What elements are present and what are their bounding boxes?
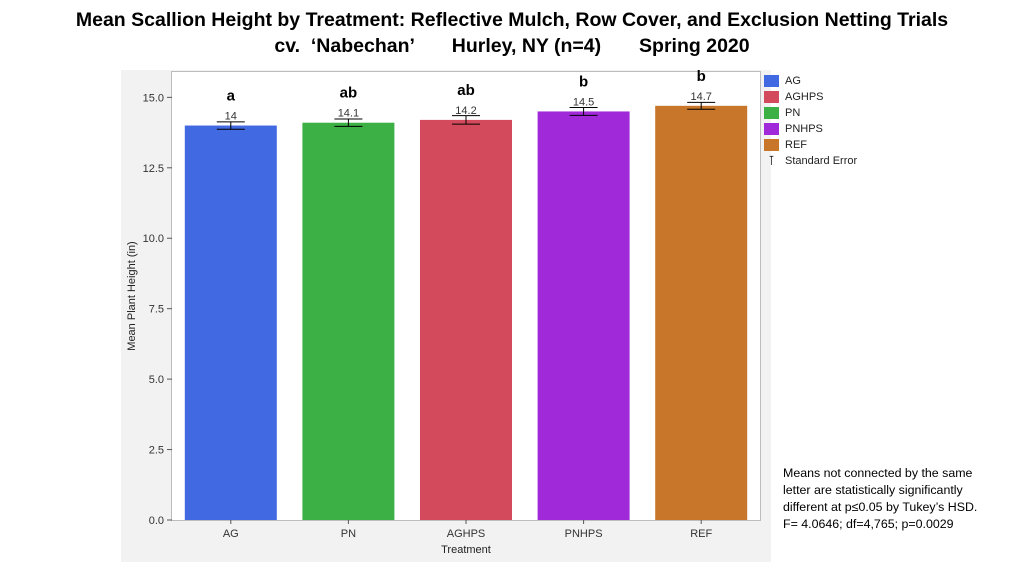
- legend-swatch-pnhps: [764, 123, 779, 135]
- y-axis-label: Mean Plant Height (in): [126, 241, 138, 350]
- x-tick-label: PN: [341, 528, 356, 540]
- x-tick-label: AG: [223, 528, 239, 540]
- significance-letter: a: [227, 88, 236, 105]
- significance-letter: b: [697, 68, 706, 85]
- legend-item-standard-error: ⊺ Standard Error: [764, 153, 857, 169]
- legend-label: AG: [785, 75, 801, 87]
- note-line: different at p≤0.05 by Tukey’s HSD.: [783, 500, 978, 514]
- chart-subtitle: cv. ‘Nabechan’ Hurley, NY (n=4) Spring 2…: [274, 35, 750, 57]
- note-line: F= 4.0646; df=4,765; p=0.0029: [783, 517, 954, 531]
- error-bar-icon: ⊺: [768, 153, 775, 168]
- legend-label: PN: [785, 107, 801, 119]
- x-axis-label: Treatment: [441, 544, 491, 556]
- bar-ag: [184, 125, 277, 520]
- bar-ref: [655, 105, 748, 521]
- y-tick-label: 15.0: [143, 92, 164, 104]
- legend-item: REF: [764, 137, 857, 153]
- x-tick-label: PNHPS: [565, 528, 603, 540]
- value-label: 14.1: [338, 108, 359, 120]
- bar-pnhps: [537, 111, 630, 521]
- legend-item: PN: [764, 105, 857, 121]
- legend-label: REF: [785, 139, 807, 151]
- significance-letter: ab: [340, 85, 358, 102]
- note-line: letter are statistically significantly: [783, 483, 963, 497]
- legend: AG AGHPS PN PNHPS REF ⊺ Standard Error: [764, 73, 857, 169]
- bar-pn: [302, 122, 395, 520]
- y-tick-label: 0.0: [149, 515, 164, 527]
- x-tick-label: REF: [690, 528, 712, 540]
- legend-label: AGHPS: [785, 91, 824, 103]
- legend-swatch-aghps: [764, 91, 779, 103]
- y-tick-label: 5.0: [149, 374, 164, 386]
- legend-item: PNHPS: [764, 121, 857, 137]
- note-line: Means not connected by the same: [783, 466, 973, 480]
- bar-aghps: [420, 119, 512, 521]
- legend-label: PNHPS: [785, 123, 823, 135]
- value-label: 14.5: [573, 96, 594, 108]
- y-tick-label: 2.5: [149, 445, 164, 457]
- significance-letter: ab: [457, 82, 475, 99]
- legend-swatch-ag: [764, 75, 779, 87]
- legend-item: AGHPS: [764, 89, 857, 105]
- legend-swatch-ref: [764, 139, 779, 151]
- x-tick-label: AGHPS: [447, 528, 486, 540]
- legend-swatch-pn: [764, 107, 779, 119]
- y-tick-label: 10.0: [143, 233, 164, 245]
- chart-title: Mean Scallion Height by Treatment: Refle…: [75, 9, 949, 31]
- value-label: 14.7: [690, 91, 711, 103]
- statistics-note: Means not connected by the same letter a…: [783, 465, 1023, 533]
- value-label: 14: [225, 111, 237, 123]
- y-tick-label: 7.5: [149, 304, 164, 316]
- value-label: 14.2: [455, 105, 476, 117]
- legend-label: Standard Error: [785, 155, 858, 167]
- significance-letter: b: [579, 73, 588, 90]
- legend-item: AG: [764, 73, 857, 89]
- y-tick-label: 12.5: [143, 163, 164, 175]
